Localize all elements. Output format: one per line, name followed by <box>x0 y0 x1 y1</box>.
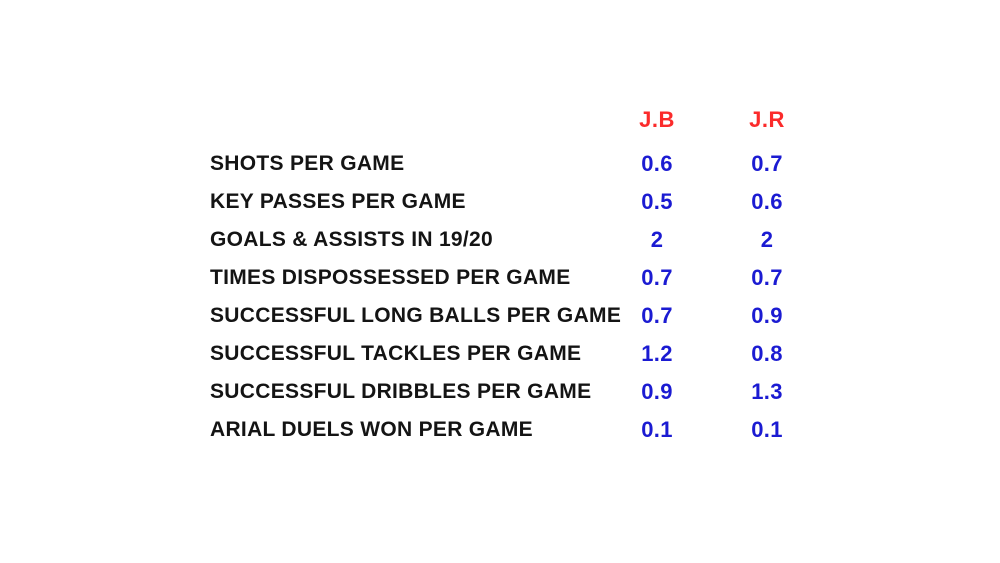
stat-value-jb: 0.7 <box>641 265 673 290</box>
stat-value-jb: 0.6 <box>641 151 673 176</box>
stat-value-jb: 2 <box>650 227 664 252</box>
stat-value-jb: 0.5 <box>641 189 673 214</box>
stat-value-jb: 1.2 <box>641 341 673 366</box>
stat-value-jb: 0.7 <box>641 303 673 328</box>
stat-label-key-passes-per-game: KEY PASSES PER GAME <box>210 190 466 213</box>
stat-label-successful-tackles-per-game: SUCCESSFUL TACKLES PER GAME <box>210 342 582 365</box>
stat-value-jr: 0.6 <box>751 189 783 214</box>
stat-value-jr: 2 <box>760 227 774 252</box>
stat-label-successful-long-balls-per-game: SUCCESSFUL LONG BALLS PER GAME <box>210 304 622 327</box>
stat-value-jr: 0.1 <box>751 417 783 442</box>
stat-label-arial-duels-won-per-game: ARIAL DUELS WON PER GAME <box>210 418 533 441</box>
stat-value-jr: 1.3 <box>751 379 783 404</box>
stat-label-successful-dribbles-per-game: SUCCESSFUL DRIBBLES PER GAME <box>210 380 592 403</box>
header-empty-cell <box>210 107 602 149</box>
player-stats-comparison-table: J.B J.R SHOTS PER GAME 0.6 0.7 KEY PASSE… <box>210 107 822 449</box>
stat-value-jr: 0.8 <box>751 341 783 366</box>
stat-value-jr: 0.7 <box>751 151 783 176</box>
stat-value-jb: 0.1 <box>641 417 673 442</box>
stat-label-times-dispossessed-per-game: TIMES DISPOSSESSED PER GAME <box>210 266 571 289</box>
column-header-jb: J.B <box>639 107 675 132</box>
stat-label-shots-per-game: SHOTS PER GAME <box>210 152 405 175</box>
stat-value-jb: 0.9 <box>641 379 673 404</box>
stat-label-goals-assists-19-20: GOALS & ASSISTS IN 19/20 <box>210 228 493 251</box>
stat-value-jr: 0.9 <box>751 303 783 328</box>
column-header-jr: J.R <box>749 107 785 132</box>
stat-value-jr: 0.7 <box>751 265 783 290</box>
